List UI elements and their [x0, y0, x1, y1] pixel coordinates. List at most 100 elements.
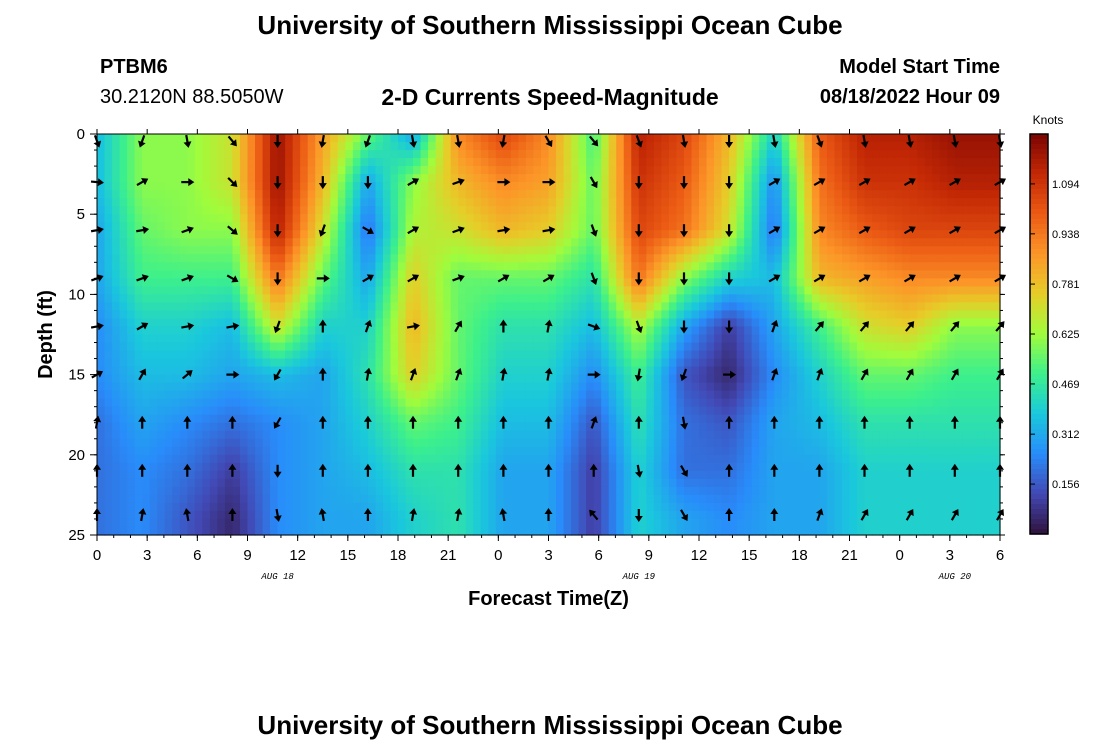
heatmap-cell — [277, 390, 286, 400]
heatmap-cell — [593, 454, 602, 464]
heatmap-cell — [864, 422, 873, 432]
heatmap-cell — [352, 270, 361, 279]
heatmap-cell — [774, 398, 783, 408]
heatmap-cell — [194, 254, 203, 263]
heatmap-cell — [954, 262, 963, 271]
heatmap-cell — [217, 294, 226, 304]
heatmap-cell — [902, 286, 911, 295]
heatmap-cell — [841, 270, 851, 279]
heatmap-cell — [608, 454, 617, 464]
heatmap-cell — [247, 134, 256, 143]
heatmap-cell — [413, 462, 422, 472]
heatmap-cell — [405, 310, 414, 320]
heatmap-cell — [533, 222, 542, 231]
heatmap-cell — [443, 198, 452, 207]
heatmap-cell — [736, 342, 745, 352]
heatmap-cell — [510, 270, 520, 279]
heatmap-cell — [142, 206, 151, 215]
heatmap-cell — [104, 406, 113, 416]
heatmap-cell — [601, 206, 610, 215]
heatmap-cell — [112, 270, 121, 279]
heatmap-cell — [239, 358, 249, 368]
heatmap-cell — [691, 438, 700, 448]
heatmap-cell — [450, 262, 459, 271]
heatmap-cell — [556, 222, 565, 231]
heatmap-cell — [119, 422, 128, 432]
heatmap-cell — [458, 214, 467, 223]
heatmap-cell — [270, 150, 279, 159]
heatmap-cell — [879, 438, 888, 448]
heatmap-cell — [413, 206, 422, 215]
heatmap-cell — [548, 198, 557, 207]
heatmap-cell — [112, 158, 121, 167]
heatmap-cell — [503, 326, 512, 336]
heatmap-cell — [781, 278, 790, 287]
heatmap-cell — [706, 454, 715, 464]
heatmap-cell — [217, 302, 226, 312]
heatmap-cell — [962, 438, 971, 448]
heatmap-cell — [766, 366, 775, 376]
heatmap-cell — [322, 430, 331, 440]
heatmap-cell — [142, 342, 151, 352]
heatmap-cell — [443, 398, 452, 408]
heatmap-cell — [285, 318, 294, 328]
heatmap-cell — [420, 454, 429, 464]
heatmap-cell — [947, 158, 956, 167]
heatmap-cell — [255, 310, 264, 320]
heatmap-cell — [127, 462, 136, 472]
heatmap-cell — [360, 174, 369, 183]
heatmap-cell — [563, 422, 572, 432]
heatmap-cell — [766, 342, 775, 352]
heatmap-cell — [751, 166, 760, 175]
heatmap-cell — [270, 182, 279, 191]
heatmap-cell — [601, 342, 610, 352]
heatmap-cell — [239, 198, 249, 207]
heatmap-cell — [706, 430, 715, 440]
heatmap-cell — [443, 286, 452, 295]
heatmap-cell — [533, 302, 542, 312]
heatmap-cell — [465, 166, 474, 175]
heatmap-cell — [97, 190, 106, 199]
heatmap-cell — [224, 422, 234, 432]
heatmap-cell — [458, 382, 467, 392]
heatmap-cell — [894, 246, 903, 255]
heatmap-cell — [239, 446, 249, 456]
heatmap-cell — [480, 190, 489, 199]
heatmap-cell — [571, 150, 580, 159]
heatmap-cell — [811, 166, 821, 175]
heatmap-cell — [834, 454, 843, 464]
heatmap-cell — [413, 454, 422, 464]
heatmap-cell — [232, 166, 241, 175]
heatmap-cell — [586, 382, 595, 392]
heatmap-cell — [157, 422, 166, 432]
heatmap-cell — [804, 422, 813, 432]
heatmap-cell — [879, 198, 888, 207]
heatmap-cell — [435, 446, 444, 456]
heatmap-cell — [510, 414, 520, 424]
heatmap-cell — [209, 326, 219, 336]
heatmap-cell — [977, 214, 986, 223]
heatmap-cell — [330, 190, 339, 199]
heatmap-cell — [285, 278, 294, 287]
heatmap-cell — [872, 350, 881, 360]
heatmap-cell — [322, 134, 331, 143]
heatmap-cell — [616, 366, 625, 376]
heatmap-cell — [367, 158, 377, 167]
heatmap-cell — [834, 278, 843, 287]
heatmap-cell — [322, 302, 331, 312]
heatmap-cell — [849, 382, 858, 392]
heatmap-cell — [586, 206, 595, 215]
heatmap-cell — [533, 134, 542, 143]
heatmap-cell — [360, 390, 369, 400]
heatmap-cell — [954, 398, 963, 408]
heatmap-cell — [142, 310, 151, 320]
heatmap-cell — [495, 214, 504, 223]
heatmap-cell — [533, 166, 542, 175]
heatmap-cell — [616, 310, 625, 320]
heatmap-cell — [623, 190, 632, 199]
heatmap-cell — [789, 382, 798, 392]
heatmap-cell — [789, 302, 798, 312]
heatmap-cell — [781, 230, 790, 239]
heatmap-cell — [947, 182, 956, 191]
heatmap-cell — [405, 302, 414, 312]
